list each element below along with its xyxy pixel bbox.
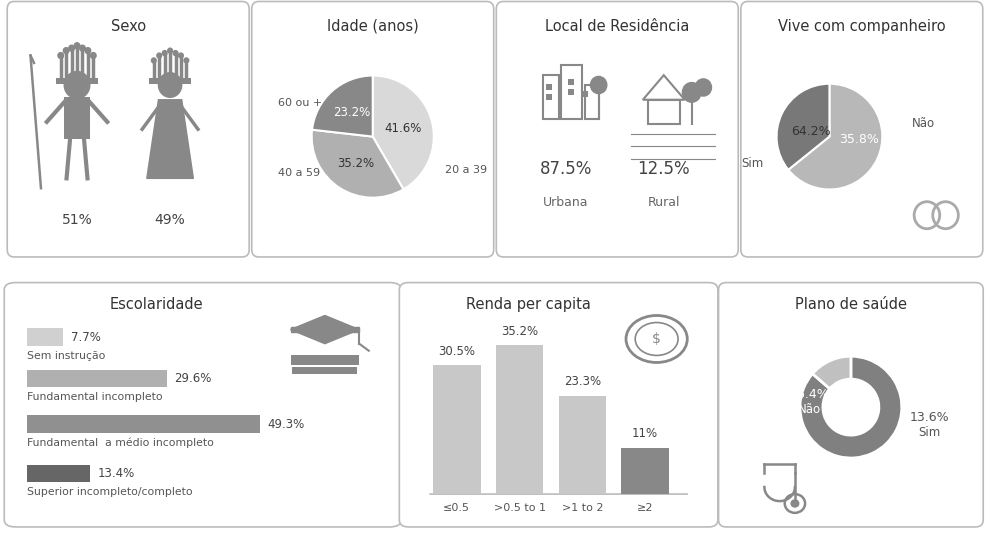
FancyBboxPatch shape <box>582 91 588 97</box>
FancyBboxPatch shape <box>4 282 401 527</box>
FancyBboxPatch shape <box>27 415 259 433</box>
FancyBboxPatch shape <box>741 2 983 257</box>
Polygon shape <box>290 316 359 344</box>
Circle shape <box>63 48 69 53</box>
Circle shape <box>85 48 91 53</box>
Circle shape <box>158 73 182 97</box>
Text: 64.2%: 64.2% <box>791 125 831 138</box>
FancyBboxPatch shape <box>27 328 63 346</box>
Text: 30.5%: 30.5% <box>439 345 475 358</box>
Wedge shape <box>312 75 373 137</box>
Text: 23.3%: 23.3% <box>563 375 601 388</box>
Circle shape <box>151 58 156 63</box>
Wedge shape <box>776 84 830 170</box>
FancyBboxPatch shape <box>546 93 552 100</box>
FancyBboxPatch shape <box>719 282 983 527</box>
Wedge shape <box>813 356 850 389</box>
Circle shape <box>184 58 189 63</box>
Text: 12.5%: 12.5% <box>638 160 690 177</box>
FancyBboxPatch shape <box>568 89 574 95</box>
Circle shape <box>156 53 161 58</box>
Text: 87.5%: 87.5% <box>540 160 592 177</box>
Text: 7.7%: 7.7% <box>71 331 101 344</box>
Circle shape <box>162 51 167 56</box>
Text: Não: Não <box>798 403 821 416</box>
Wedge shape <box>372 75 434 190</box>
Text: Idade (anos): Idade (anos) <box>327 19 419 34</box>
Text: 60 ou +: 60 ou + <box>278 98 323 108</box>
FancyBboxPatch shape <box>496 2 739 257</box>
Text: >0.5 to 1: >0.5 to 1 <box>494 504 545 514</box>
Text: Fundamental incompleto: Fundamental incompleto <box>27 392 162 402</box>
Wedge shape <box>800 356 902 458</box>
Text: Sim: Sim <box>919 426 940 439</box>
Text: Vive com companheiro: Vive com companheiro <box>778 19 945 34</box>
Text: Escolaridade: Escolaridade <box>110 297 204 312</box>
Text: 49%: 49% <box>154 213 185 227</box>
Text: ≥2: ≥2 <box>637 504 653 514</box>
Circle shape <box>68 45 74 51</box>
FancyBboxPatch shape <box>251 2 494 257</box>
Circle shape <box>90 52 96 59</box>
Text: 35.2%: 35.2% <box>501 325 539 338</box>
Polygon shape <box>290 327 359 332</box>
FancyBboxPatch shape <box>568 79 574 85</box>
FancyBboxPatch shape <box>290 356 359 365</box>
Text: Renda per capita: Renda per capita <box>465 297 590 312</box>
Text: 13.4%: 13.4% <box>98 467 136 480</box>
Text: 29.6%: 29.6% <box>174 372 212 385</box>
Text: Sim: Sim <box>742 156 764 169</box>
Text: 11%: 11% <box>632 428 658 441</box>
Text: 35.8%: 35.8% <box>839 133 878 146</box>
Text: Não: Não <box>912 117 935 130</box>
Text: Superior incompleto/completo: Superior incompleto/completo <box>27 487 193 497</box>
Circle shape <box>79 45 85 51</box>
Circle shape <box>590 76 607 93</box>
Text: 49.3%: 49.3% <box>267 418 305 430</box>
Text: 20 a 39: 20 a 39 <box>445 165 487 175</box>
Wedge shape <box>788 84 882 190</box>
Text: 41.6%: 41.6% <box>385 122 422 135</box>
FancyBboxPatch shape <box>546 84 552 90</box>
Circle shape <box>695 79 712 96</box>
Circle shape <box>178 53 183 58</box>
Text: Urbana: Urbana <box>544 197 589 209</box>
FancyBboxPatch shape <box>27 370 167 387</box>
Circle shape <box>58 52 63 59</box>
Text: Local de Residência: Local de Residência <box>545 19 689 34</box>
Text: 86.4%: 86.4% <box>789 388 829 401</box>
Text: >1 to 2: >1 to 2 <box>561 504 603 514</box>
Text: 23.2%: 23.2% <box>333 106 370 120</box>
FancyBboxPatch shape <box>292 367 357 374</box>
Circle shape <box>682 83 701 102</box>
FancyBboxPatch shape <box>622 447 669 494</box>
Text: 40 a 59: 40 a 59 <box>278 168 320 178</box>
FancyBboxPatch shape <box>64 97 90 139</box>
FancyBboxPatch shape <box>399 282 718 527</box>
FancyBboxPatch shape <box>496 345 544 494</box>
Text: Rural: Rural <box>647 197 680 209</box>
FancyBboxPatch shape <box>433 365 480 494</box>
Text: Fundamental  a médio incompleto: Fundamental a médio incompleto <box>27 438 214 448</box>
Text: 13.6%: 13.6% <box>910 411 949 424</box>
Circle shape <box>791 500 799 507</box>
Text: Sexo: Sexo <box>111 19 146 34</box>
Text: 51%: 51% <box>61 213 92 227</box>
FancyBboxPatch shape <box>7 2 249 257</box>
Circle shape <box>167 48 172 53</box>
FancyBboxPatch shape <box>558 396 606 494</box>
FancyBboxPatch shape <box>27 465 90 482</box>
Text: Sem instrução: Sem instrução <box>27 351 106 361</box>
Text: 35.2%: 35.2% <box>337 156 374 170</box>
Text: ≤0.5: ≤0.5 <box>444 504 470 514</box>
Circle shape <box>64 72 90 98</box>
FancyBboxPatch shape <box>149 77 191 84</box>
Wedge shape <box>312 130 404 198</box>
FancyBboxPatch shape <box>56 77 98 84</box>
Text: $: $ <box>652 332 661 346</box>
Circle shape <box>74 43 80 49</box>
Polygon shape <box>147 100 193 178</box>
Text: Plano de saúde: Plano de saúde <box>795 297 907 312</box>
Circle shape <box>173 51 178 56</box>
